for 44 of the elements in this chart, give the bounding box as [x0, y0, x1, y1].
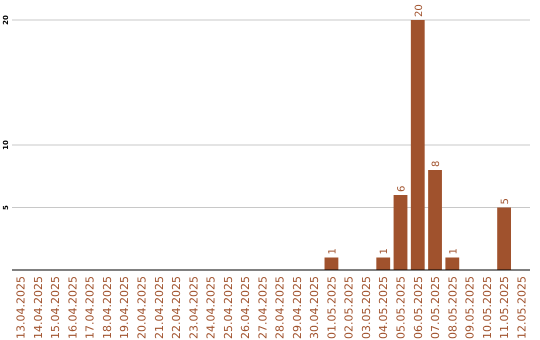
x-tick-label: 22.04.2025 [170, 276, 184, 339]
x-tick-label: 20.04.2025 [136, 276, 148, 339]
x-tick-label: 07.05.2025 [429, 276, 442, 339]
data-label: 1 [448, 248, 460, 254]
x-tick-label: 21.04.2025 [152, 276, 166, 339]
x-tick-label: 26.04.2025 [239, 276, 252, 339]
data-label: 20 [414, 4, 425, 17]
x-tick-label: 24.04.2025 [204, 276, 218, 339]
x-tick-label: 16.04.2025 [66, 276, 80, 339]
x-tick-label: 17.04.2025 [84, 276, 97, 339]
bar [410, 20, 425, 270]
x-tick-label: 23.04.2025 [187, 276, 200, 339]
x-tick-label: 10.05.2025 [480, 276, 494, 339]
x-tick-label: 08.05.2025 [446, 276, 460, 339]
x-tick-label: 28.04.2025 [274, 276, 287, 339]
x-tick-label: 14.04.2025 [32, 276, 45, 339]
x-tick-label: 12.05.2025 [515, 276, 528, 339]
x-tick-label: 02.05.2025 [342, 276, 356, 339]
x-tick-label: 27.04.2025 [256, 276, 270, 339]
data-label: 5 [500, 198, 512, 204]
x-tick-label: 06.05.2025 [412, 276, 425, 339]
x-tick-label: 11.05.2025 [498, 276, 512, 339]
bar [376, 258, 390, 270]
bar [428, 170, 442, 270]
x-tick-label: 15.04.2025 [49, 276, 62, 339]
x-tick-label: 09.05.2025 [464, 276, 477, 339]
x-tick-label: 13.04.2025 [14, 276, 28, 339]
bar [394, 195, 408, 270]
data-label: 6 [396, 186, 408, 192]
x-tick-label: 30.04.2025 [308, 276, 322, 339]
data-label: 1 [327, 248, 338, 254]
x-tick-label: 18.04.2025 [100, 276, 114, 339]
bar [497, 208, 512, 270]
x-tick-label: 25.04.2025 [222, 276, 235, 339]
data-label: 1 [379, 248, 390, 254]
x-tick-label: 29.04.2025 [290, 276, 304, 339]
x-tick-label: 03.05.2025 [360, 276, 373, 339]
x-tick-label: 04.05.2025 [377, 276, 390, 339]
bar [324, 258, 338, 270]
x-tick-label: 19.04.2025 [118, 276, 132, 339]
x-tick-label: 05.05.2025 [394, 276, 408, 339]
data-label: 8 [431, 160, 442, 167]
bar [445, 258, 460, 270]
x-tick-label: 01.05.2025 [325, 276, 338, 339]
